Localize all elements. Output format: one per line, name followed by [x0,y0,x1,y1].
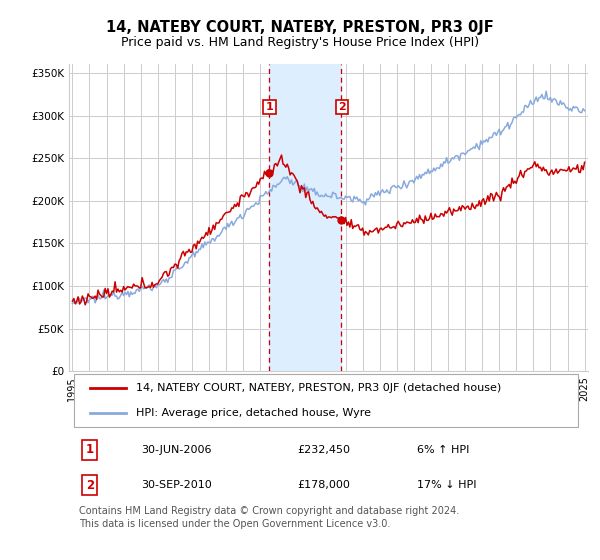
Text: HPI: Average price, detached house, Wyre: HPI: Average price, detached house, Wyre [136,408,371,418]
Text: 17% ↓ HPI: 17% ↓ HPI [417,480,476,490]
Text: 30-JUN-2006: 30-JUN-2006 [142,445,212,455]
FancyBboxPatch shape [74,374,578,427]
Text: 2: 2 [338,102,346,112]
Text: 1: 1 [266,102,274,112]
Text: 30-SEP-2010: 30-SEP-2010 [142,480,212,490]
Text: Contains HM Land Registry data © Crown copyright and database right 2024.
This d: Contains HM Land Registry data © Crown c… [79,506,460,529]
Text: 14, NATEBY COURT, NATEBY, PRESTON, PR3 0JF (detached house): 14, NATEBY COURT, NATEBY, PRESTON, PR3 0… [136,382,502,393]
Text: Price paid vs. HM Land Registry's House Price Index (HPI): Price paid vs. HM Land Registry's House … [121,36,479,49]
Text: £232,450: £232,450 [298,445,350,455]
Text: 14, NATEBY COURT, NATEBY, PRESTON, PR3 0JF: 14, NATEBY COURT, NATEBY, PRESTON, PR3 0… [106,20,494,35]
Text: £178,000: £178,000 [298,480,350,490]
Text: 6% ↑ HPI: 6% ↑ HPI [417,445,469,455]
Bar [269,64,341,371]
Text: 2: 2 [86,479,94,492]
Text: 1: 1 [86,443,94,456]
